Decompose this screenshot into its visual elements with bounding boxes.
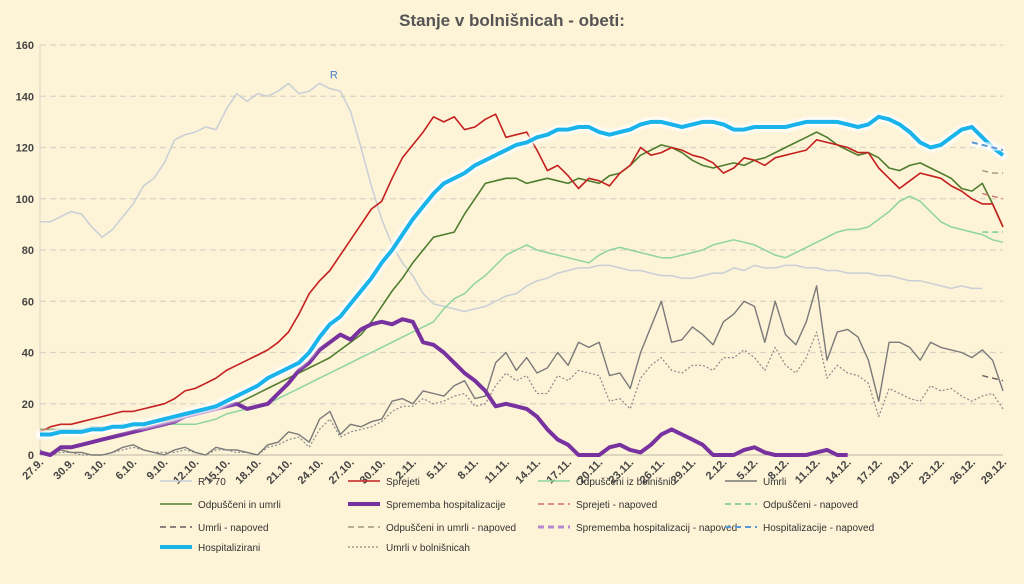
x-tick-label-3.10.: 3.10. bbox=[82, 457, 108, 483]
legend: R * 70 Sprejeti Odpuščeni iz bolnišnic Umrl… bbox=[156, 477, 874, 554]
x-tick-label-27.9.: 27.9. bbox=[20, 457, 46, 483]
y-axis: 0 20 40 60 80 100 120 140 160 bbox=[16, 40, 41, 462]
legend-label-sprememba: Sprememba hospitalizacije bbox=[386, 500, 506, 511]
series-sprejeti_nap-line bbox=[982, 192, 1004, 200]
x-tick-label-11.12.: 11.12. bbox=[793, 457, 823, 487]
x-tick-label-30.10.: 30.10. bbox=[358, 457, 388, 487]
x-tick-label-5.11.: 5.11. bbox=[425, 457, 450, 482]
series-umrli_nap-line bbox=[982, 374, 1004, 382]
x-tick-label-26.12.: 26.12. bbox=[948, 457, 978, 487]
x-tick-label-8.11.: 8.11. bbox=[456, 457, 481, 482]
legend-item-hosp: Hospitalizirani bbox=[156, 543, 260, 554]
legend-item-sprejeti_nap: Sprejeti - napoved bbox=[538, 500, 657, 511]
y-tick-label-0: 0 bbox=[28, 450, 34, 462]
x-tick-label-17.12.: 17.12. bbox=[855, 457, 885, 487]
gridlines bbox=[40, 44, 1003, 405]
legend-label-umrli: Umrli bbox=[763, 477, 786, 488]
series-sprejeti-line bbox=[39, 113, 1004, 433]
legend-label-hosp: Hospitalizirani bbox=[198, 543, 260, 554]
x-tick-label-17.11.: 17.11. bbox=[545, 457, 575, 487]
legend-label-sprememba_nap: Sprememba hospitalizacij - napoved bbox=[576, 523, 737, 534]
x-tick-label-14.12.: 14.12. bbox=[824, 457, 854, 487]
y-tick-label-160: 160 bbox=[16, 40, 34, 52]
y-tick-label-80: 80 bbox=[22, 245, 34, 257]
x-tick-label-24.10.: 24.10. bbox=[296, 457, 326, 487]
series-odpusceni-line bbox=[39, 195, 1004, 433]
legend-label-umrli_nap: Umrli - napoved bbox=[198, 523, 269, 534]
legend-item-umrli: Umrli bbox=[725, 477, 786, 488]
x-tick-label-9.10.: 9.10. bbox=[145, 457, 171, 483]
series-umrli-line bbox=[39, 285, 1004, 456]
legend-item-odpusceni_nap: Odpuščeni - napoved bbox=[725, 500, 858, 511]
series-hosp_nap-line bbox=[971, 141, 1004, 152]
legend-item-r70: R * 70 bbox=[160, 477, 226, 488]
x-tick-label-5.12.: 5.12. bbox=[735, 457, 761, 483]
x-tick-label-6.10.: 6.10. bbox=[114, 457, 140, 483]
x-tick-label-27.10.: 27.10. bbox=[327, 457, 357, 487]
legend-item-umrli_nap: Umrli - napoved bbox=[160, 523, 269, 534]
legend-label-odpusceni: Odpuščeni iz bolnišnic bbox=[576, 477, 676, 488]
x-tick-label-23.12.: 23.12. bbox=[917, 457, 947, 487]
legend-item-odp_umrli_nap: Odpuščeni in umrli - napoved bbox=[348, 523, 516, 534]
legend-item-odp_umrli: Odpuščeni in umrli bbox=[160, 500, 281, 511]
x-tick-label-18.10.: 18.10. bbox=[233, 457, 263, 487]
x-tick-label-14.11.: 14.11. bbox=[513, 457, 543, 487]
legend-item-sprejeti: Sprejeti bbox=[348, 477, 420, 488]
series-odp_umrli-line bbox=[40, 131, 1004, 431]
series-odp_umrli_nap-line bbox=[982, 169, 1003, 174]
legend-label-umrli_v_bol: Umrli v bolnišnicah bbox=[386, 543, 470, 554]
legend-label-sprejeti_nap: Sprejeti - napoved bbox=[576, 500, 657, 511]
legend-label-r70: R * 70 bbox=[198, 477, 226, 488]
x-tick-label-2.12.: 2.12. bbox=[704, 457, 730, 483]
x-tick-label-29.12.: 29.12. bbox=[979, 457, 1009, 487]
x-axis: 27.9. 30.9. 3.10. 6.10. 9.10. 12.10. 15.10. 18.… bbox=[20, 454, 1009, 487]
legend-item-odpusceni: Odpuščeni iz bolnišnic bbox=[538, 477, 676, 488]
x-tick-label-12.10.: 12.10. bbox=[171, 457, 201, 487]
series-umrli_v_bol-line bbox=[39, 331, 1004, 456]
series-sprememba-line bbox=[39, 317, 848, 457]
y-tick-label-140: 140 bbox=[16, 91, 34, 103]
series-hosp-line bbox=[40, 114, 1005, 437]
y-tick-label-120: 120 bbox=[16, 143, 34, 155]
series-r70-line bbox=[40, 82, 983, 313]
legend-label-odpusceni_nap: Odpuščeni - napoved bbox=[763, 500, 858, 511]
legend-label-sprejeti: Sprejeti bbox=[386, 477, 420, 488]
x-tick-label-30.9.: 30.9. bbox=[51, 457, 77, 483]
x-tick-label-21.10.: 21.10. bbox=[265, 457, 295, 487]
plot-area: R bbox=[35, 69, 1008, 457]
legend-item-sprememba: Sprememba hospitalizacije bbox=[348, 500, 506, 511]
x-tick-label-11.11.: 11.11. bbox=[483, 457, 512, 486]
series-hosp-halo bbox=[35, 112, 1008, 439]
y-tick-label-40: 40 bbox=[22, 348, 34, 360]
legend-label-odp_umrli: Odpuščeni in umrli bbox=[198, 500, 281, 511]
x-tick-label-20.12.: 20.12. bbox=[886, 457, 916, 487]
y-tick-label-20: 20 bbox=[22, 399, 34, 411]
y-tick-label-60: 60 bbox=[22, 296, 34, 308]
legend-item-umrli_v_bol: Umrli v bolnišnicah bbox=[348, 543, 470, 554]
legend-label-odp_umrli_nap: Odpuščeni in umrli - napoved bbox=[386, 523, 516, 534]
legend-label-hosp_nap: Hospitalizacije - napoved bbox=[763, 523, 874, 534]
legend-item-sprememba_nap: Sprememba hospitalizacij - napoved bbox=[538, 523, 737, 534]
chart-title: Stanje v bolnišnicah - obeti: bbox=[399, 11, 625, 30]
y-tick-label-100: 100 bbox=[16, 194, 34, 206]
annotation-r: R bbox=[330, 69, 338, 81]
legend-item-hosp_nap: Hospitalizacije - napoved bbox=[725, 523, 874, 534]
